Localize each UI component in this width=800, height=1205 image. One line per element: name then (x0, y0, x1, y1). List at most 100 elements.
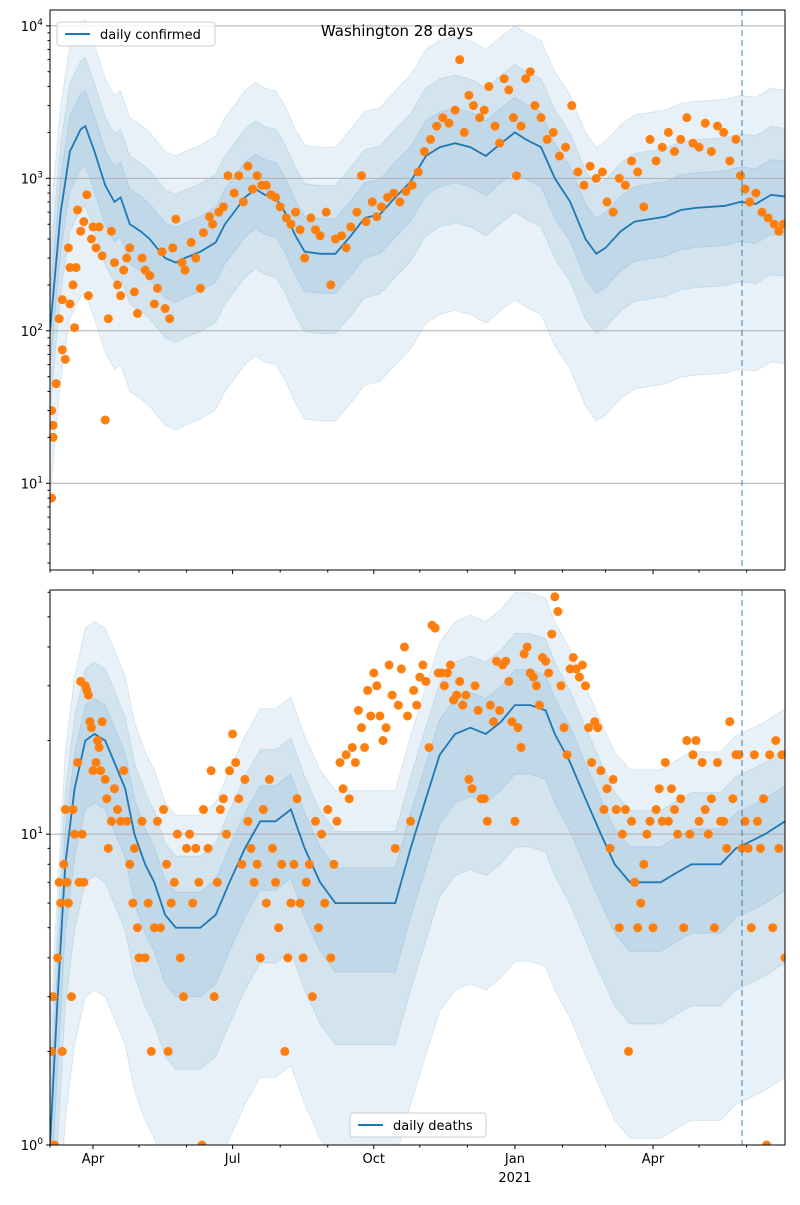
observed-point (50, 432, 58, 442)
observed-point (682, 736, 692, 746)
observed-point (542, 134, 552, 144)
observed-point (769, 219, 779, 229)
observed-point (125, 859, 135, 869)
observed-point (645, 134, 655, 144)
observed-point (725, 156, 735, 166)
observed-point (177, 258, 187, 268)
observed-point (63, 898, 73, 908)
observed-point (660, 757, 670, 767)
observed-point (743, 843, 753, 853)
observed-point (125, 243, 135, 253)
observed-point (347, 742, 357, 752)
observed-point (315, 231, 325, 241)
observed-point (587, 757, 597, 767)
observed-point (356, 723, 366, 733)
observed-point (314, 923, 324, 933)
observed-point (162, 859, 172, 869)
observed-point (706, 146, 716, 156)
x-tick-label: Apr (82, 1152, 105, 1167)
observed-point (544, 668, 554, 678)
observed-point (267, 843, 277, 853)
observed-point (740, 184, 750, 194)
observed-point (458, 700, 468, 710)
observed-point (191, 843, 201, 853)
observed-point (553, 607, 563, 617)
observed-point (700, 805, 710, 815)
observed-point (76, 226, 86, 236)
observed-point (495, 138, 505, 148)
observed-point (530, 101, 540, 111)
observed-point (209, 992, 219, 1002)
observed-point (706, 794, 716, 804)
observed-point (627, 156, 637, 166)
observed-point (165, 314, 175, 324)
observed-point (432, 121, 442, 131)
observed-point (651, 156, 661, 166)
observed-point (367, 197, 377, 207)
observed-point (464, 774, 474, 784)
observed-point (304, 859, 314, 869)
observed-point (157, 247, 167, 257)
observed-point (155, 923, 165, 933)
observed-point (292, 794, 302, 804)
observed-point (777, 750, 785, 760)
x-tick-label: Jan (504, 1152, 525, 1167)
observed-point (581, 681, 591, 691)
observed-point (149, 299, 159, 309)
observed-point (225, 766, 235, 776)
observed-point (54, 314, 64, 324)
observed-point (128, 898, 138, 908)
y-tick-exponent: 1 (37, 475, 43, 485)
observed-point (77, 829, 87, 839)
observed-point (353, 705, 363, 715)
observed-point (712, 121, 722, 131)
observed-point (298, 953, 308, 963)
observed-point (71, 263, 81, 273)
observed-point (208, 219, 218, 229)
observed-point (152, 816, 162, 826)
observed-point (389, 188, 399, 198)
observed-point (413, 167, 423, 177)
observed-point (163, 1046, 173, 1056)
observed-point (369, 668, 379, 678)
observed-point (243, 816, 253, 826)
observed-point (63, 243, 73, 253)
observed-point (482, 816, 492, 826)
observed-point (430, 623, 440, 633)
observed-point (91, 757, 101, 767)
observed-point (372, 681, 382, 691)
observed-point (275, 202, 285, 212)
observed-point (231, 757, 241, 767)
observed-point (577, 660, 587, 670)
observed-point (178, 992, 188, 1002)
observed-point (60, 805, 70, 815)
observed-point (390, 843, 400, 853)
observed-point (171, 214, 181, 224)
observed-point (407, 180, 417, 190)
observed-point (320, 898, 330, 908)
uncertainty-band-0 (50, 18, 785, 499)
observed-point (50, 1140, 60, 1145)
observed-point (602, 784, 612, 794)
observed-point (197, 1140, 207, 1145)
observed-point (286, 898, 296, 908)
observed-point (361, 217, 371, 227)
observed-point (774, 226, 784, 236)
observed-point (338, 784, 348, 794)
observed-point (556, 681, 566, 691)
observed-point (73, 757, 83, 767)
observed-point (175, 953, 185, 963)
observed-point (771, 736, 781, 746)
observed-point (384, 660, 394, 670)
observed-point (326, 953, 336, 963)
observed-point (356, 171, 366, 181)
observed-point (722, 843, 732, 853)
y-tick-label: 100 (21, 1137, 44, 1154)
observed-point (57, 345, 67, 355)
observed-point (344, 794, 354, 804)
observed-point (591, 173, 601, 183)
observed-point (363, 685, 373, 695)
observed-point (780, 953, 785, 963)
observed-point (525, 67, 535, 77)
observed-point (406, 816, 416, 826)
